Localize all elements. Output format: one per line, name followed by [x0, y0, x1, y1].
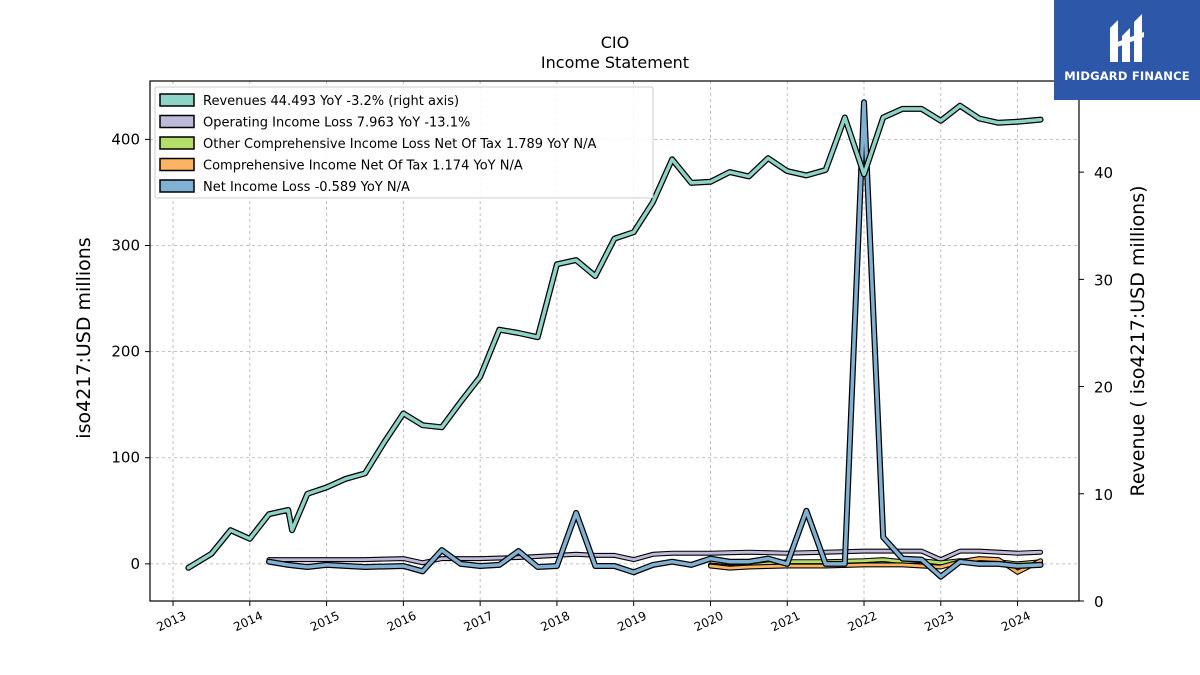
plot-frame: [149, 80, 1080, 602]
legend-swatch: [159, 157, 195, 172]
x-tick-label: 2018: [538, 609, 572, 635]
y-tick-label-left: 200: [111, 343, 140, 361]
legend-label: Revenues 44.493 YoY -3.2% (right axis): [203, 94, 459, 109]
y-tick-label-left: 100: [111, 449, 140, 467]
y-tick-label-right: 20: [1094, 379, 1113, 397]
x-tick-label: 2021: [769, 609, 803, 635]
legend-label: Operating Income Loss 7.963 YoY -13.1%: [203, 116, 470, 131]
x-tick-label: 2014: [231, 609, 265, 635]
x-tick-label: 2015: [308, 609, 342, 635]
x-tick-label: 2022: [846, 609, 880, 635]
x-tick-label: 2017: [462, 609, 496, 635]
series-line: [709, 557, 1042, 574]
x-tick-label: 2019: [615, 609, 649, 635]
legend-swatch: [159, 93, 195, 107]
brand-logo: MIDGARD FINANCE: [1054, 0, 1200, 100]
y-tick-label-left: 400: [111, 130, 140, 148]
x-tick-label: 2023: [922, 609, 956, 635]
legend-label: Net Income Loss -0.589 YoY N/A: [203, 180, 410, 195]
y-tick-label-left: 300: [111, 236, 140, 254]
series-net-income-loss: [266, 99, 1044, 580]
series-revenues: [185, 102, 1044, 571]
legend-swatch: [159, 179, 195, 193]
y-tick-label-right: 10: [1094, 486, 1113, 504]
midgard-logo-icon: [1110, 14, 1144, 62]
y-tick-label-left: 0: [130, 555, 140, 573]
y-tick-label-right: 40: [1094, 164, 1113, 182]
series-line: [267, 100, 1043, 579]
y-axis-label-right: Revenue ( iso4217:USD millions): [1127, 185, 1149, 496]
x-tick-label: 2016: [385, 609, 419, 635]
legend-label: Comprehensive Income Net Of Tax 1.174 Yo…: [203, 159, 523, 174]
chart-title: CIO: [601, 33, 629, 52]
legend-swatch: [159, 114, 195, 129]
series-layer: [185, 99, 1044, 580]
series-line: [186, 103, 1043, 570]
legend-swatch: [159, 136, 195, 150]
y-tick-label-right: 30: [1094, 271, 1113, 289]
y-tick-label-right: 0: [1094, 593, 1104, 611]
series-operating-income-loss: [266, 548, 1044, 566]
legend: Revenues 44.493 YoY -3.2% (right axis) Op…: [154, 86, 654, 199]
legend-label: Other Comprehensive Income Loss Net Of T…: [203, 137, 597, 152]
x-tick-label: 2024: [999, 609, 1033, 635]
x-tick-label: 2020: [692, 609, 726, 635]
y-axis-label-left: iso4217:USD millions: [73, 237, 95, 438]
x-tick-label: 2013: [155, 609, 189, 635]
chart-subtitle: Income Statement: [541, 53, 689, 72]
brand-name: MIDGARD FINANCE: [1064, 69, 1190, 83]
series-comprehensive-income-net-of-tax: [708, 556, 1044, 575]
legend-frame: [154, 86, 654, 199]
series-line: [267, 549, 1042, 565]
